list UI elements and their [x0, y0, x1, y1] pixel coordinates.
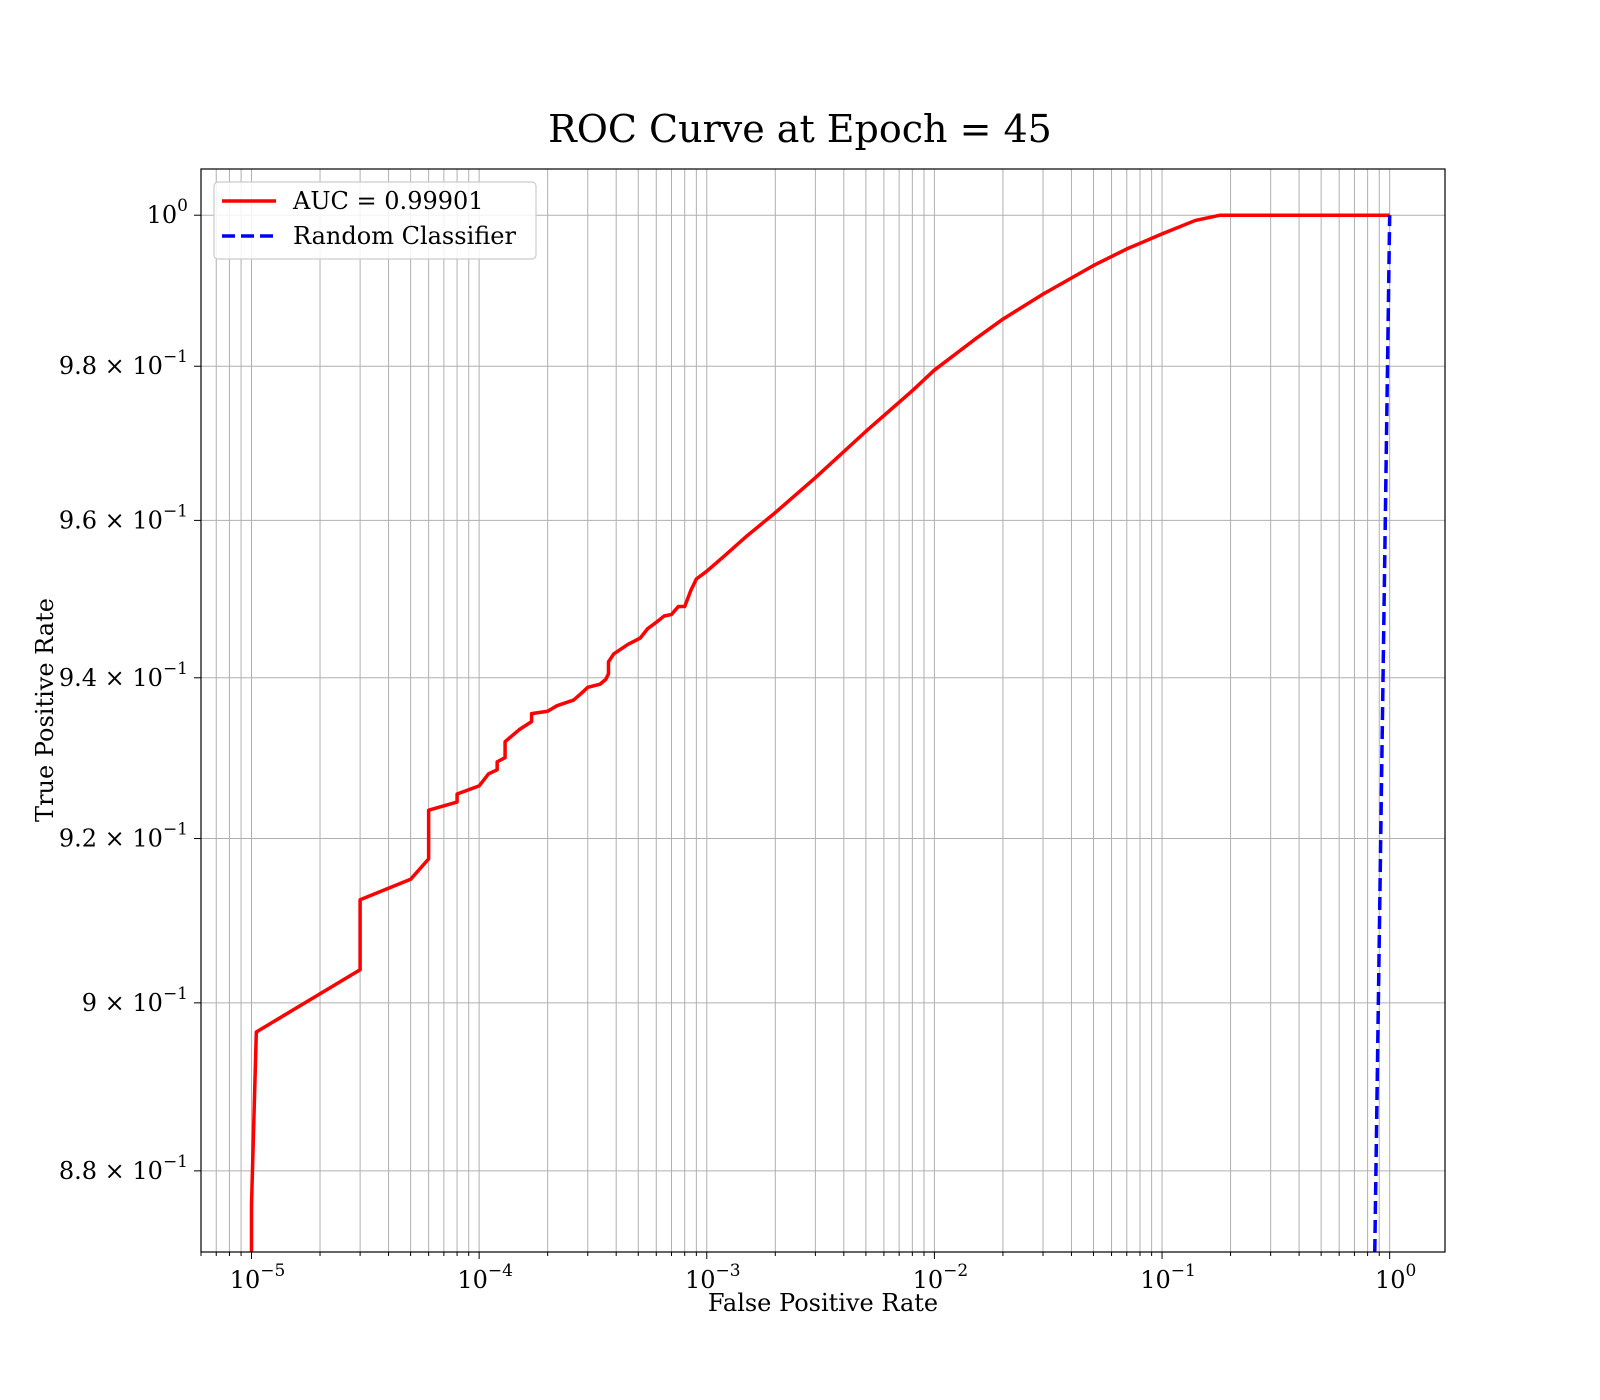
chart-title: ROC Curve at Epoch = 45: [548, 107, 1052, 151]
y-tick-label: 100: [147, 196, 188, 229]
y-tick-labels: 8.8 × 10−1 9 × 10−1 9.2 × 10−1 9.4 × 10−1 9.…: [59, 196, 188, 1185]
x-tick-label: 10−3: [685, 1261, 741, 1294]
legend: AUC = 0.99901 Random Classifier: [213, 181, 537, 260]
legend-box: [213, 181, 537, 260]
legend-label-random: Random Classifier: [293, 222, 516, 250]
y-axis-label: True Positive Rate: [31, 598, 59, 822]
grid: [200, 169, 1445, 1252]
plot-lines: [249, 213, 1392, 1253]
x-tick-label: 10−2: [913, 1261, 969, 1294]
x-tick-label: 10−4: [457, 1261, 513, 1294]
y-tick-label: 9.2 × 10−1: [59, 820, 188, 853]
plot-frame: [200, 168, 1446, 1253]
y-tick-label: 9.4 × 10−1: [59, 659, 188, 692]
legend-label-auc: AUC = 0.99901: [292, 187, 484, 215]
y-tick-label: 9.6 × 10−1: [59, 501, 188, 534]
y-tick-label: 9 × 10−1: [82, 984, 188, 1017]
random-classifier-line: [1373, 215, 1392, 1253]
y-tick-label: 8.8 × 10−1: [59, 1152, 188, 1185]
roc-curve-line: [249, 213, 1390, 1252]
x-tick-labels: 10−5 10−4 10−3 10−2 10−1 100: [230, 1261, 1417, 1294]
x-tick-label: 100: [1375, 1261, 1416, 1294]
x-axis-label: False Positive Rate: [708, 1289, 938, 1317]
x-tick-label: 10−5: [230, 1261, 286, 1294]
ticks: [194, 214, 1391, 1259]
x-tick-label: 10−1: [1140, 1261, 1196, 1294]
y-tick-label: 9.8 × 10−1: [59, 347, 188, 380]
